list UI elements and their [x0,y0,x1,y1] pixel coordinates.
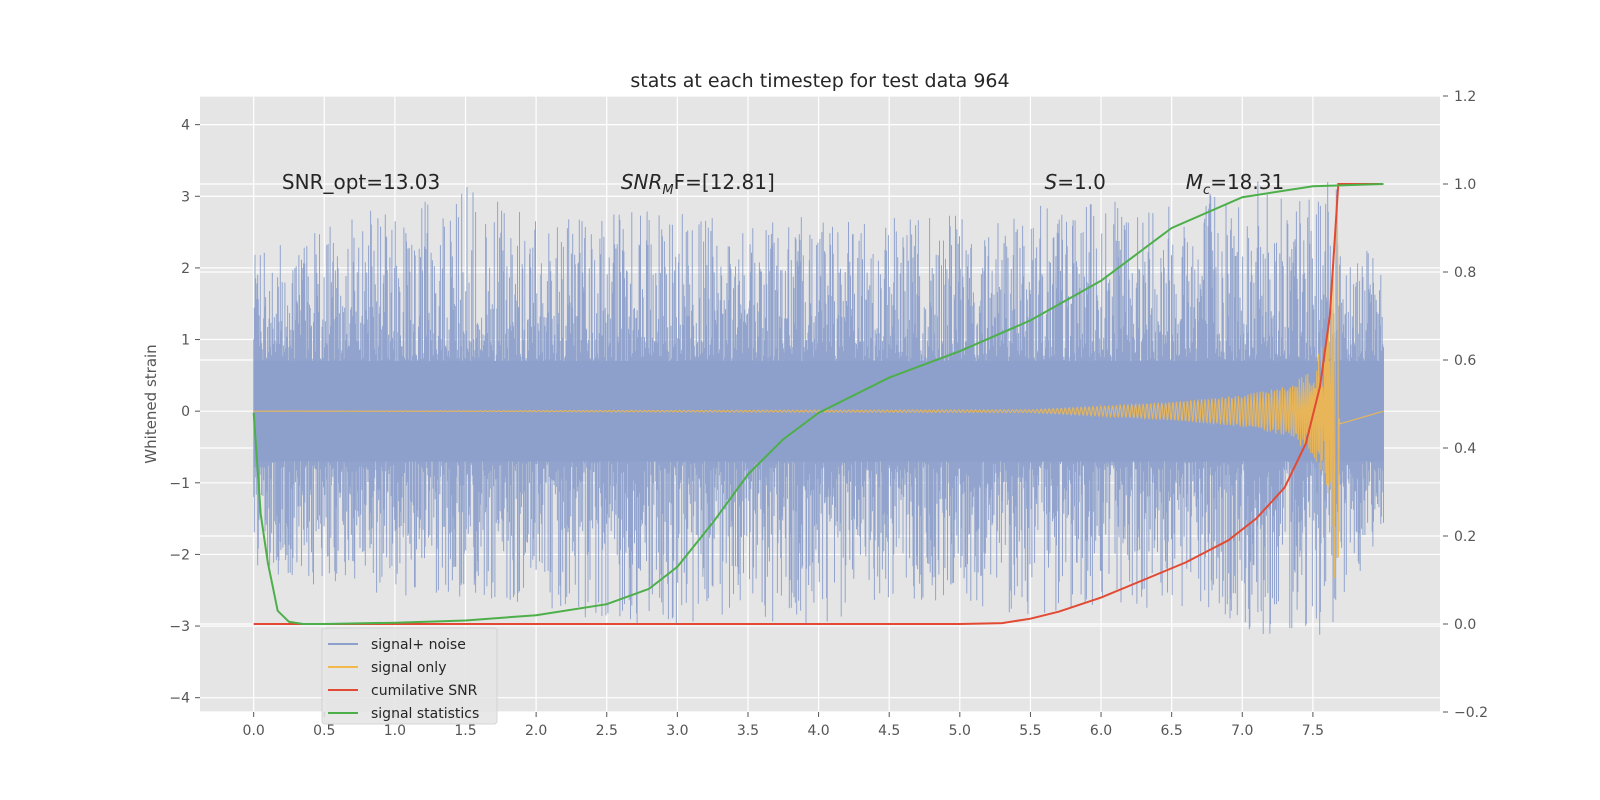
y-tick-label: −3 [169,619,190,635]
annotation-value: =1.0 [1057,170,1106,194]
y-tick-label: 3 [181,189,190,205]
annotation-value: F=[12.81] [674,170,775,194]
y-tick-label: 0 [181,404,190,420]
y-axis-label: Whitened strain [142,344,160,463]
x-tick-label: 2.0 [525,723,547,739]
cumulative-snr-line [253,183,1384,625]
x-tick-label: 7.0 [1231,723,1253,739]
legend-box [321,627,498,725]
annotation-mc: Mc=18.31 [1186,170,1284,198]
annotation-value: =18.31 [1210,170,1284,194]
y-axis-right-ticks: −0.2 0.0 0.2 0.4 0.6 0.8 1.0 1.2 [1443,89,1488,721]
x-tick-label: 3.5 [737,723,759,739]
y2-tick-label: 1.2 [1454,89,1476,105]
y-tick-label: 1 [181,333,190,349]
x-tick-label: 5.0 [949,723,971,739]
chart-title: stats at each timestep for test data 964 [630,70,1009,92]
y-tick-label: 4 [181,118,190,134]
x-tick-label: 2.5 [596,723,618,739]
y2-tick-label: −0.2 [1454,705,1488,721]
annotation-subscript: M [662,183,673,198]
y-axis-left-ticks: −4 −3 −2 −1 0 1 2 3 4 [169,118,200,707]
x-tick-label: 4.0 [807,723,829,739]
y2-tick-label: 0.2 [1454,529,1476,545]
annotations: SNR_opt=13.03 SNRMF=[12.81] S=1.0 Mc=18.31 [282,170,1284,198]
x-tick-label: 1.5 [454,723,476,739]
signal-statistics-line [252,183,1384,625]
legend: signal+ noise signal only cumilative SNR si… [321,627,498,725]
annotation-symbol: SNR [621,170,663,194]
x-tick-label: 3.0 [666,723,688,739]
y2-tick-label: 0.6 [1454,353,1476,369]
y-tick-label: −2 [169,547,190,563]
statistic-lines-layer [252,183,1384,625]
legend-entry: cumilative SNR [371,683,478,699]
annotation-snr_opt: SNR_opt=13.03 [282,170,440,194]
x-tick-label: 6.5 [1161,723,1183,739]
x-tick-label: 4.5 [878,723,900,739]
x-tick-label: 0.0 [243,723,265,739]
y-tick-label: 2 [181,261,190,277]
y-tick-label: −4 [169,691,190,707]
x-axis-ticks: 0.0 0.5 1.0 1.5 2.0 2.5 3.0 3.5 4.0 4.5 5.0 5.5 6.0 6… [243,712,1324,739]
annotation-subscript: c [1203,183,1210,198]
y-tick-label: −1 [169,476,190,492]
annotation-s: S=1.0 [1045,170,1106,194]
annotation-symbol: M [1186,170,1203,194]
x-tick-label: 7.5 [1302,723,1324,739]
y2-tick-label: 0.4 [1454,441,1476,457]
y2-tick-label: 0.8 [1454,265,1476,281]
x-tick-label: 5.5 [1019,723,1041,739]
x-tick-label: 6.0 [1090,723,1112,739]
y2-tick-label: 0.0 [1454,617,1476,633]
signal-only-layer [253,208,1384,579]
legend-entry: signal statistics [371,706,479,722]
x-tick-label: 0.5 [313,723,335,739]
legend-entry: signal only [371,660,446,676]
annotation-snr_mf: SNRMF=[12.81] [621,170,775,198]
legend-entry: signal+ noise [371,637,466,653]
y2-tick-label: 1.0 [1454,177,1476,193]
annotation-symbol: S [1045,170,1058,194]
signal-only-trace [253,208,1384,579]
x-tick-label: 1.0 [384,723,406,739]
